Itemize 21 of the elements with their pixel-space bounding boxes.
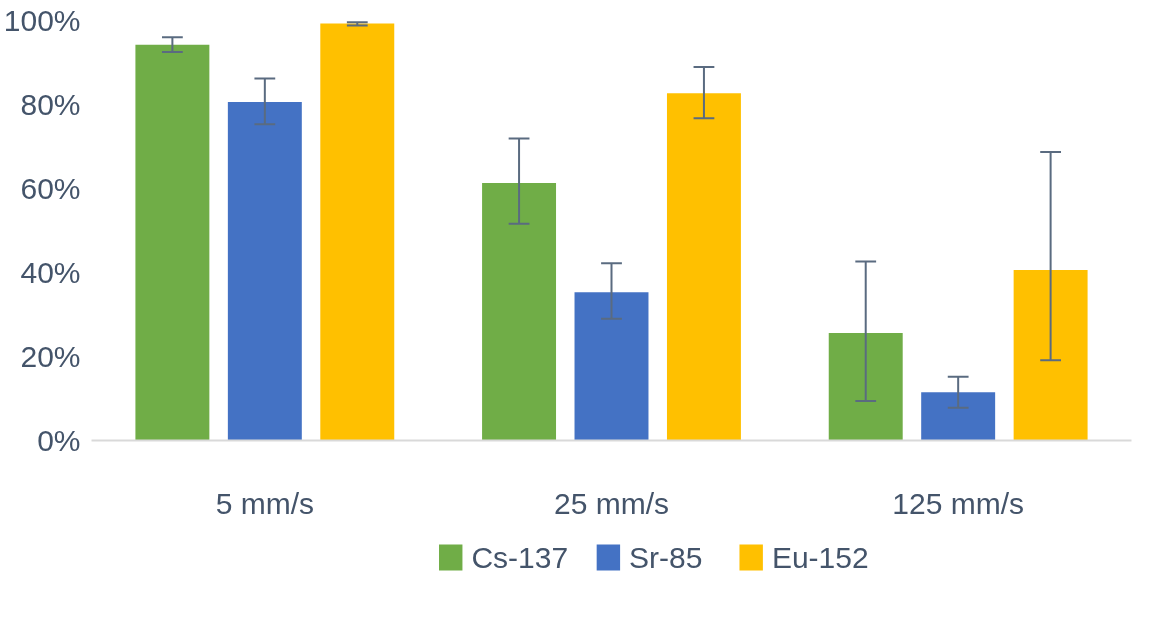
y-tick-label: 0%: [37, 424, 81, 457]
bar: [135, 44, 210, 441]
legend-label: Cs-137: [471, 541, 569, 574]
bar: [1013, 269, 1088, 441]
bar: [574, 292, 649, 441]
bar: [828, 332, 903, 441]
bar: [227, 101, 302, 441]
x-tick-label: 5 mm/s: [215, 486, 315, 520]
y-tick-label: 20%: [20, 340, 81, 373]
bar: [666, 93, 741, 441]
y-tick-label: 60%: [20, 172, 81, 205]
bar: [921, 392, 996, 441]
x-tick-label: 125 mm/s: [892, 486, 1025, 520]
x-tick-label: 25 mm/s: [553, 486, 670, 520]
legend-label: Sr-85: [629, 541, 703, 574]
y-tick-label: 40%: [20, 256, 81, 289]
y-tick-label: 80%: [20, 88, 81, 121]
bar: [320, 23, 395, 441]
legend-label: Eu-152: [771, 541, 869, 574]
bar: [482, 183, 557, 441]
y-tick-label: 100%: [3, 4, 81, 37]
